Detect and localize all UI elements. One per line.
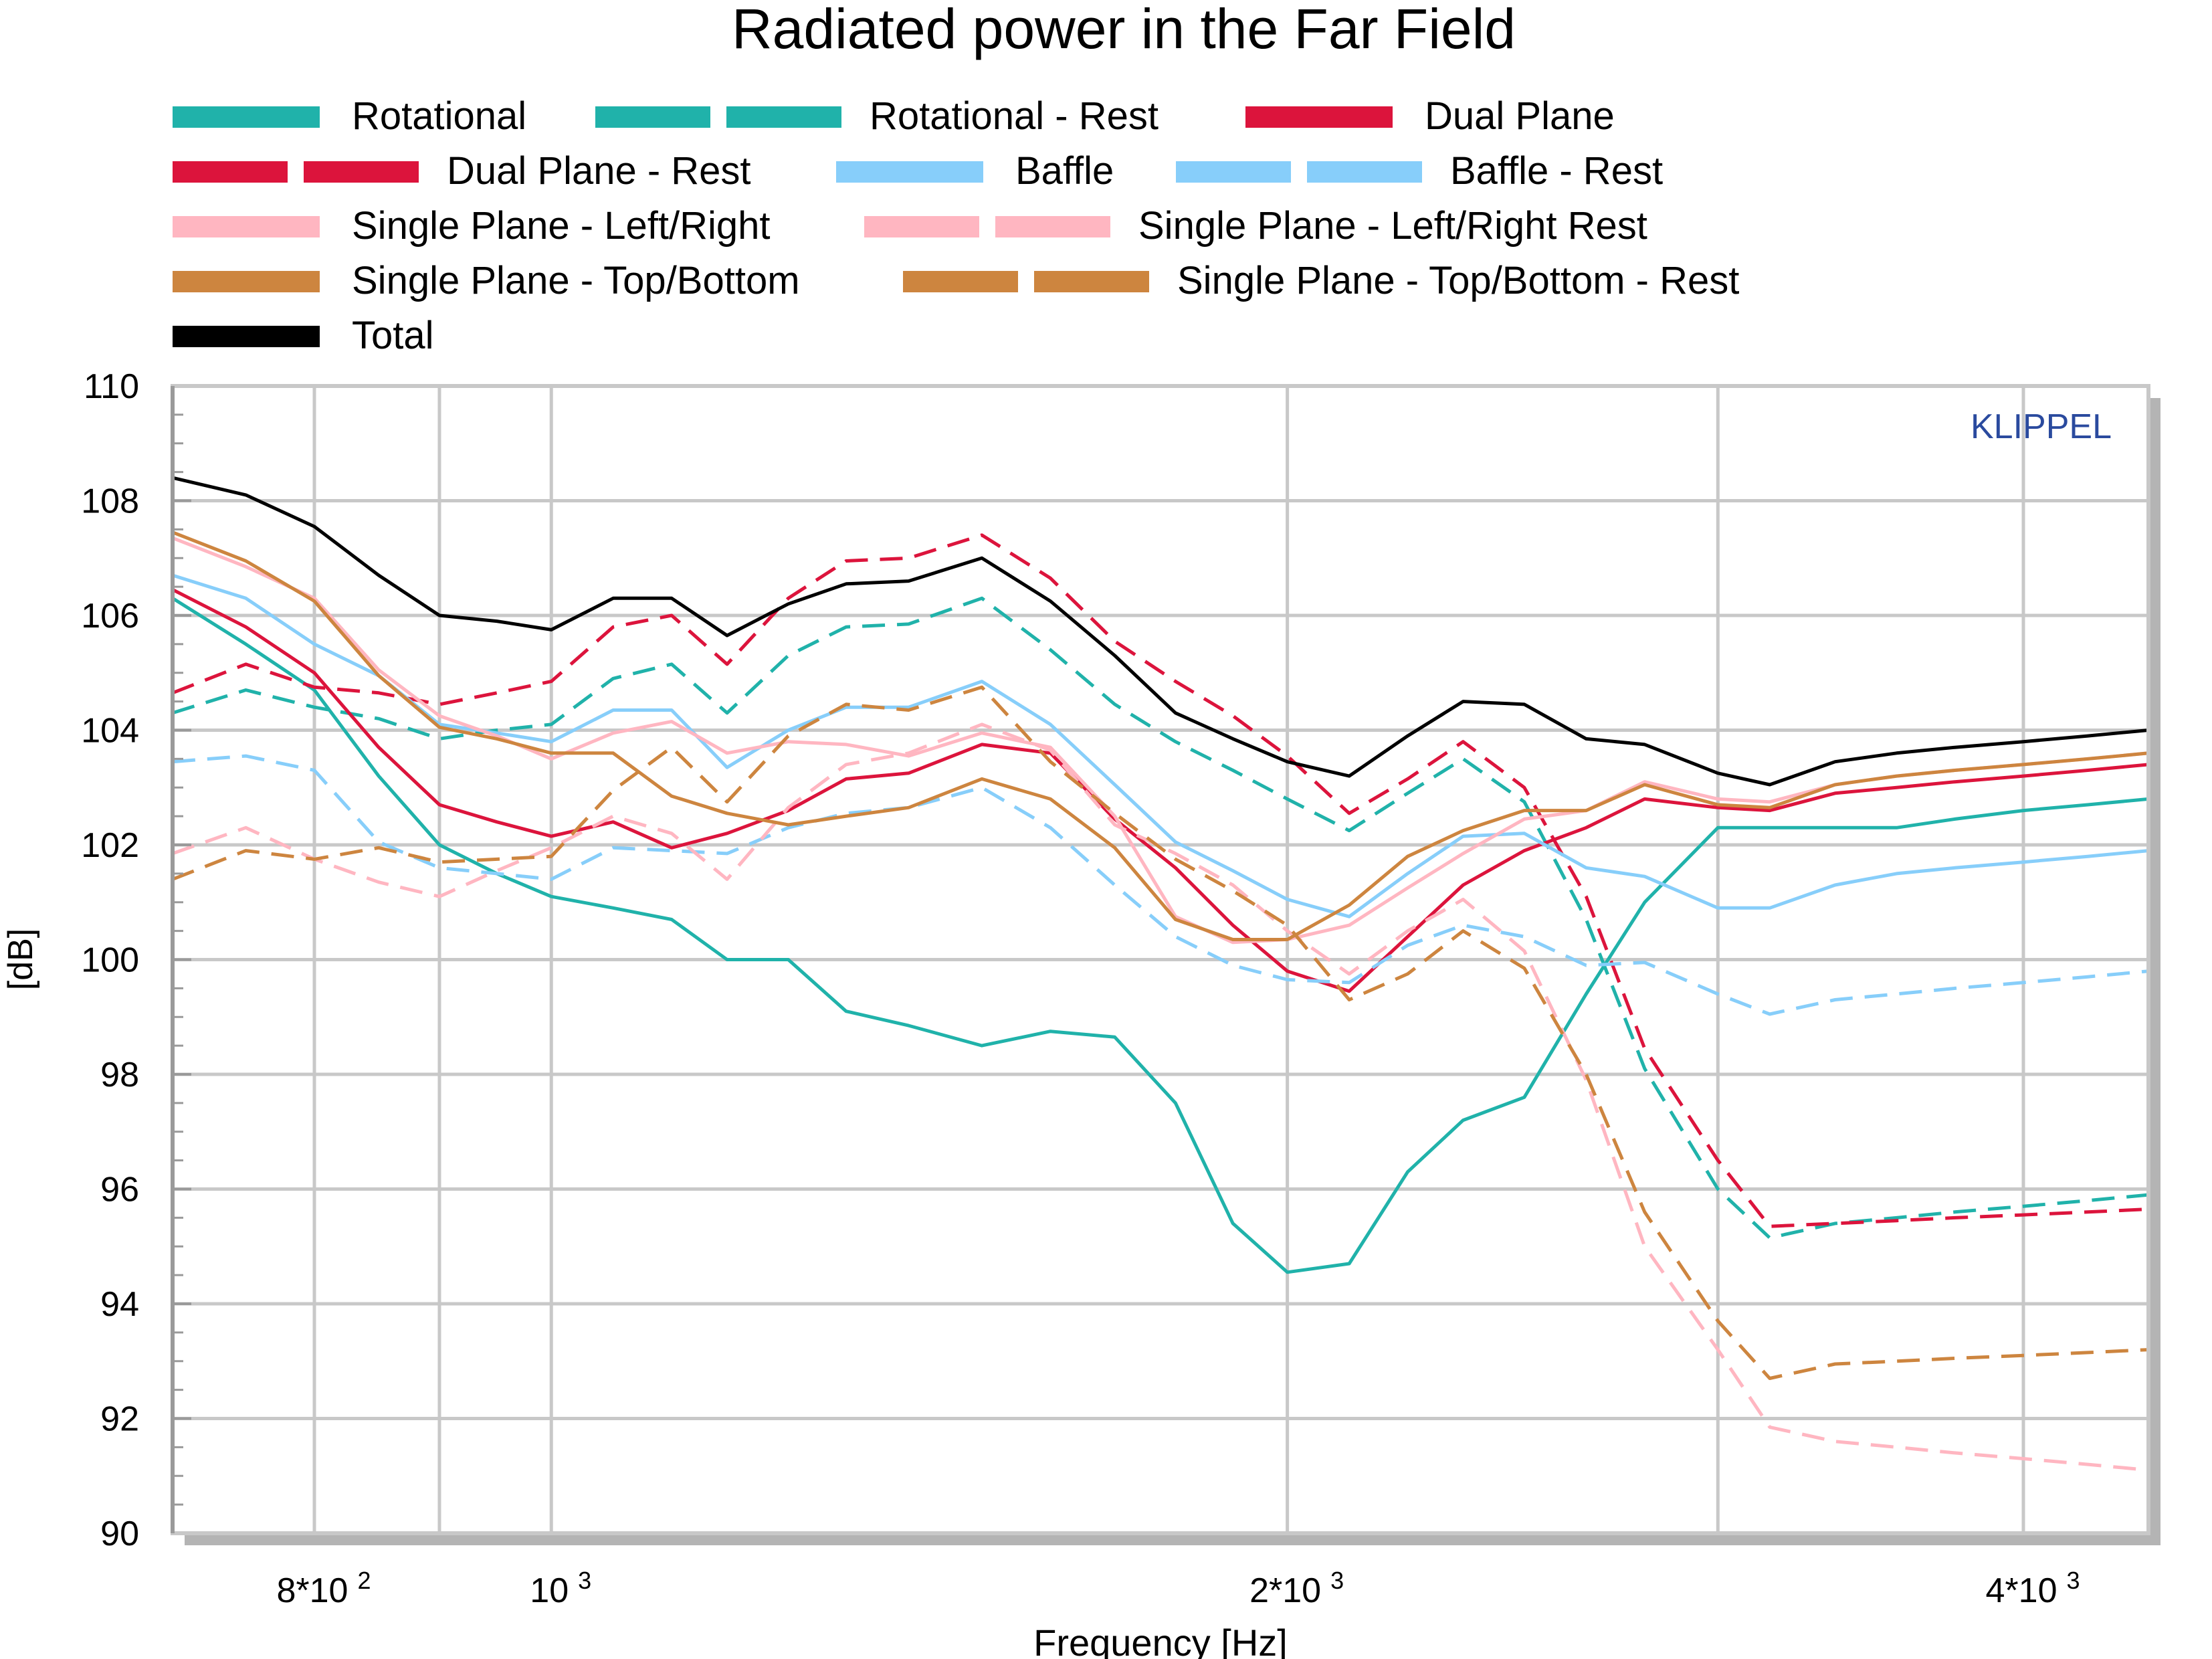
grid — [173, 384, 2148, 1535]
series-line-rotational-rest — [172, 596, 2149, 1240]
legend-item-single-plane-top-bottom: Single Plane - Top/Bottom — [173, 259, 800, 302]
legend-label: Total — [352, 314, 434, 357]
y-tick-label: 104 — [81, 712, 139, 751]
series-line-baffle — [172, 573, 2149, 918]
series-line-rotational — [171, 597, 2149, 1274]
legend-label: Dual Plane - Rest — [447, 149, 751, 193]
legend-item-dual-plane-rest: Dual Plane - Rest — [173, 149, 751, 193]
legend-swatch — [1245, 106, 1393, 128]
legend-label: Single Plane - Left/Right Rest — [1138, 204, 1647, 248]
y-tick-label: 106 — [81, 597, 139, 636]
legend-swatch — [173, 216, 320, 237]
y-tick-label: 98 — [100, 1056, 139, 1094]
series-line-dual-plane-rest — [172, 533, 2149, 1228]
legend-swatch — [304, 161, 419, 183]
legend-item-single-plane-top-bottom-rest: Single Plane - Top/Bottom - Rest — [903, 259, 1739, 302]
legend-label: Baffle - Rest — [1450, 149, 1663, 193]
y-tick-label: 110 — [84, 367, 139, 406]
legend-label: Baffle — [1015, 149, 1114, 193]
x-tick-label: 2*10 3 — [1249, 1567, 1344, 1610]
legend-item-rotational-rest: Rotational - Rest — [595, 94, 1159, 138]
series-line-single-plane-top-bottom-rest — [172, 685, 2149, 1380]
legend-item-dual-plane: Dual Plane — [1245, 94, 1615, 138]
legend-item-single-plane-left-right-rest: Single Plane - Left/Right Rest — [864, 204, 1647, 248]
legend-label: Rotational — [352, 94, 526, 138]
legend-swatch — [903, 271, 1018, 292]
watermark-klippel: KLIPPEL — [1971, 407, 2112, 446]
x-tick-label: 4*10 3 — [1986, 1567, 2080, 1610]
series-line-single-plane-top-bottom — [172, 530, 2149, 941]
legend-swatch — [726, 106, 841, 128]
legend-swatch — [1176, 161, 1291, 183]
y-tick-label: 108 — [81, 482, 139, 521]
x-tick-label: 10 3 — [530, 1567, 591, 1610]
legend-label: Rotational - Rest — [870, 94, 1159, 138]
series-line-baffle-rest — [172, 754, 2149, 1016]
y-tick-label: 96 — [100, 1171, 139, 1209]
legend-item-total: Total — [173, 314, 434, 357]
series-line-total — [172, 476, 2149, 787]
y-tick-label: 94 — [100, 1285, 139, 1324]
legend-label: Dual Plane — [1425, 94, 1615, 138]
chart-title: Radiated power in the Far Field — [732, 0, 1516, 60]
series-line-dual-plane — [171, 588, 2149, 993]
legend: Rotational Rotational - Rest Dual Plane Dua… — [173, 94, 1739, 357]
axes: 90 92 94 96 98 100 102 104 106 108 110 8*10 2 10 3 2*10… — [81, 367, 2150, 1610]
legend-swatch — [1034, 271, 1149, 292]
y-tick-label: 102 — [81, 826, 139, 865]
legend-swatch — [173, 106, 320, 128]
legend-label: Single Plane - Left/Right — [352, 204, 770, 248]
y-tick-label: 90 — [100, 1515, 139, 1553]
legend-swatch — [1307, 161, 1422, 183]
legend-item-single-plane-left-right: Single Plane - Left/Right — [173, 204, 770, 248]
x-tick-label: 8*10 2 — [276, 1567, 371, 1610]
legend-label: Single Plane - Top/Bottom — [352, 259, 800, 302]
legend-item-baffle-rest: Baffle - Rest — [1176, 149, 1663, 193]
legend-swatch — [173, 271, 320, 292]
legend-swatch — [595, 106, 710, 128]
legend-swatch — [836, 161, 983, 183]
series-line-single-plane-left-right-rest — [172, 722, 2149, 1472]
legend-swatch — [173, 161, 288, 183]
x-axis-label: Frequency [Hz] — [1033, 1622, 1288, 1659]
legend-swatch — [173, 326, 320, 347]
y-tick-label: 100 — [81, 941, 139, 980]
y-axis-label: [dB] — [1, 929, 40, 991]
legend-swatch — [995, 216, 1110, 237]
series-group — [171, 476, 2149, 1472]
y-tick-label: 92 — [100, 1400, 139, 1439]
legend-label: Single Plane - Top/Bottom - Rest — [1177, 259, 1739, 302]
legend-swatch — [864, 216, 979, 237]
legend-item-rotational: Rotational — [173, 94, 526, 138]
legend-item-baffle: Baffle — [836, 149, 1114, 193]
